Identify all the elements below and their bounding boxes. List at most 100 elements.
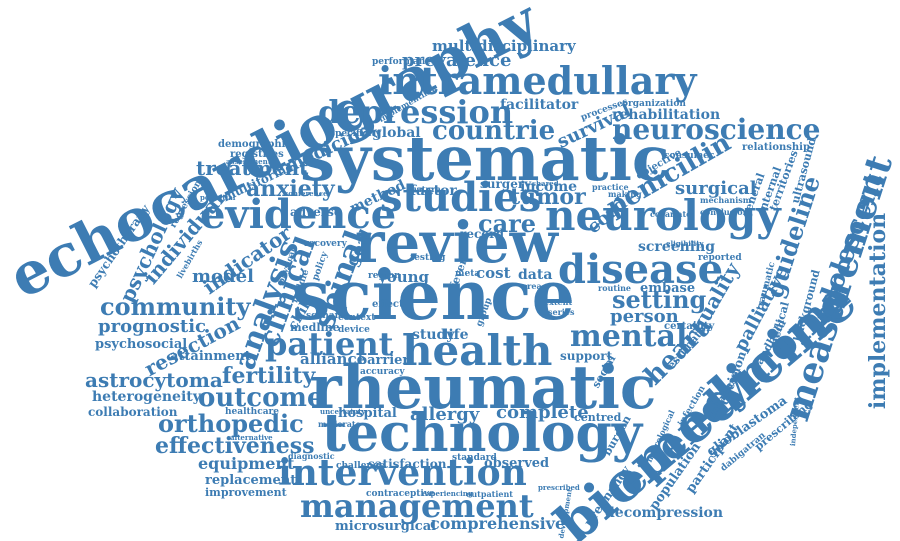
word-data: data [518,267,553,283]
word-evidence: evidence [200,191,397,238]
word-comprehensive: comprehensive [430,514,566,533]
word-context: context [338,313,376,323]
word-cost: cost [476,264,511,282]
word-improvement: improvement [205,486,287,499]
word-income: income [520,179,578,195]
word-registries: registries [230,149,284,160]
word-multidisciplinary: multidisciplinary [432,37,576,55]
word-astrocytoma: astrocytoma [85,368,223,392]
word-record: record [460,227,504,241]
word-neurology: neurology [545,191,781,240]
word-challenge: challenge [336,461,385,471]
word-decompression: decompression [605,505,724,521]
word-tumor: tumor [510,184,586,210]
word-rehabilitation: rehabilitation [612,107,721,123]
word-prevalence: prevalence [402,50,512,71]
word-experiencing: experiencing [422,489,473,498]
word-countrie: countrie [432,116,556,146]
word-uncertainty: uncertainty [320,407,366,416]
word-orthopedic: orthopedic [158,409,304,438]
word-diagnostic: diagnostic [288,451,335,461]
word-contraceptive: contraceptive [366,489,435,499]
word-feature: feature [408,184,441,194]
word-mental: mental [570,319,688,354]
word-collaboration: collaboration [88,405,178,419]
word-moderate: moderate [318,419,361,429]
word-depression: depression [318,93,514,131]
word-psychosocial: psychosocial [95,337,188,352]
word-hospital: hospital [338,406,397,421]
word-area: area [522,281,542,291]
word-setting: setting [612,285,707,314]
word-specificity: specificity [330,129,381,139]
word-fertility: fertility [222,363,316,389]
word-equipment: equipment [198,454,295,473]
word-organization: organization [622,99,686,109]
word-neuroscience: neuroscience [612,113,821,146]
word-surgical: surgical [675,178,757,199]
word-model: model [192,266,254,287]
word-recovery: recovery [304,239,347,249]
word-routine: routine [598,283,632,293]
word-performance: performance [372,57,437,67]
word-surgery: surgery [480,177,532,191]
word-practice: practice [592,182,629,192]
word-science: science [292,256,575,336]
word-rheumatic: rheumatic [310,353,657,423]
word-effectiveness: effectiveness [155,433,315,459]
word-independent: independent [787,396,802,447]
word-potential: potential [200,193,236,202]
word-intervention: intervention [278,452,527,494]
word-care: care [478,209,537,238]
word-observed: observed [484,456,550,471]
word-assessment: assessment [226,157,271,166]
word-support: support [560,349,613,363]
word-microsurgical: microsurgical [335,519,437,534]
word-alliance: alliance [300,350,367,368]
word-outcome: outcome [198,383,324,413]
word-anxiety: anxiety [246,176,335,202]
word-conclusion: conclusion [700,207,749,217]
word-testing: testing [410,253,446,263]
word-mechanism: mechanism [700,195,752,205]
word-prescribed: prescribed [538,483,580,492]
word-meta: meta [455,269,481,279]
word-certainty: certainty [664,321,715,332]
word-medline: medline [290,321,340,334]
word-replacement: replacement [205,473,297,488]
word-outpatient: outpatient [466,489,513,499]
word-consumer: consumer [664,151,714,161]
word-technology: technology [322,403,643,464]
word-alternative: alternative [230,433,273,442]
word-disease: disease [558,246,724,293]
word-factor: factor [410,183,457,199]
word-relationship: relationship [742,142,810,153]
word-accuracy: accuracy [360,367,405,377]
word-conference: conference [284,189,328,198]
word-shared: shared [532,179,559,188]
word-review: review [355,210,558,276]
word-device: device [338,325,370,335]
word-extent: extent [544,297,573,307]
word-facilitator: facilitator [500,97,579,113]
word-allergy: allergy [410,404,480,425]
word-intramedullary: intramedullary [378,58,697,103]
word-eligibility: eligibility [666,239,704,248]
word-region: region [368,271,401,281]
word-global: global [372,125,421,141]
word-reported: reported [698,253,742,263]
word-young: young [378,268,430,286]
word-embase: embase [640,281,696,296]
word-community: community [100,292,251,321]
word-centred: centred [574,411,622,424]
word-heterogeneity: heterogeneity [92,389,201,405]
word-effect: effect [372,299,404,310]
word-demographic: demographic [218,139,292,150]
word-implementation: implementation [865,212,892,410]
word-study: study [412,327,455,343]
word-life: life [443,327,469,343]
word-treatment: treatment [196,156,309,180]
word-making: making [608,189,642,199]
word-attainment: attainment [170,349,251,364]
